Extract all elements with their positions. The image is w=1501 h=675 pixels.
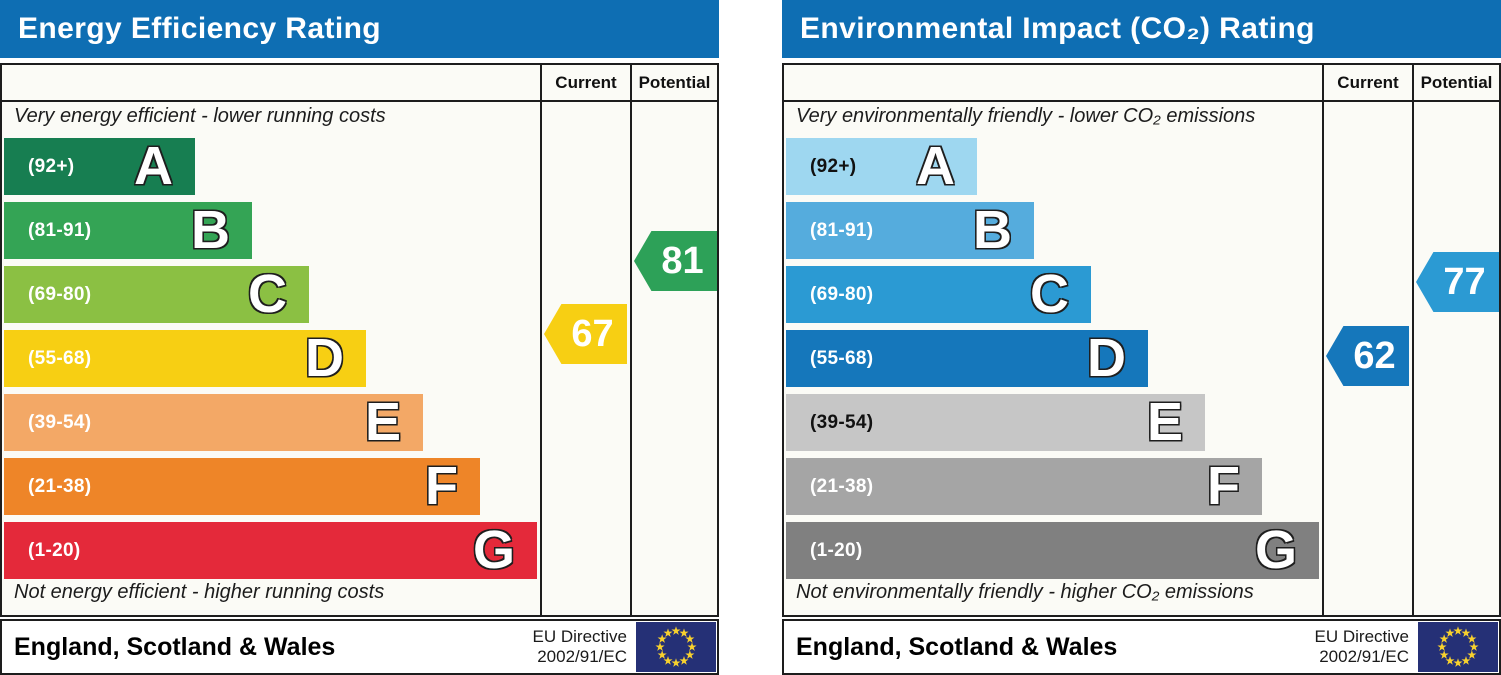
rating-band-g: (1-20) G — [4, 520, 537, 580]
column-header-current: Current — [1337, 72, 1399, 92]
band-range-label: (55-68) — [810, 347, 874, 369]
column-divider — [1412, 65, 1414, 615]
current-rating-value: 62 — [1353, 334, 1396, 377]
band-range-label: (69-80) — [28, 283, 92, 305]
header-row-divider — [784, 100, 1499, 102]
current-rating-value: 67 — [571, 312, 614, 355]
band-letter: F — [1206, 456, 1241, 516]
rating-chart: Current Potential Very environmentally f… — [782, 63, 1501, 617]
band-range-label: (39-54) — [810, 411, 874, 433]
potential-rating-value: 77 — [1443, 260, 1486, 303]
band-letter: B — [972, 200, 1013, 260]
band-letter: B — [190, 200, 231, 260]
band-range-label: (1-20) — [810, 539, 863, 561]
band-range-label: (92+) — [28, 155, 75, 177]
rating-band-e: (39-54) E — [4, 392, 423, 452]
band-range-label: (55-68) — [28, 347, 92, 369]
rating-band-d: (55-68) D — [786, 328, 1148, 388]
band-range-label: (69-80) — [810, 283, 874, 305]
band-letter: C — [247, 264, 288, 324]
epc-panel-energy: Energy Efficiency Rating Current Potenti… — [0, 0, 719, 675]
potential-rating-arrow: 81 — [634, 231, 717, 291]
band-range-label: (21-38) — [810, 475, 874, 497]
rating-band-e: (39-54) E — [786, 392, 1205, 452]
panel-title: Environmental Impact (CO₂) Rating — [782, 0, 1501, 58]
rating-chart: Current Potential Very energy efficient … — [0, 63, 719, 617]
column-divider — [540, 65, 542, 615]
eu-directive-label: EU Directive 2002/91/EC — [1314, 626, 1409, 666]
region-label: England, Scotland & Wales — [796, 632, 1118, 661]
epc-panel-co2: Environmental Impact (CO₂) Rating Curren… — [782, 0, 1501, 675]
rating-band-g: (1-20) G — [786, 520, 1319, 580]
band-letter: E — [1146, 392, 1184, 452]
rating-band-c: (69-80) C — [4, 264, 309, 324]
panel-footer: England, Scotland & Wales EU Directive 2… — [782, 619, 1501, 675]
rating-band-a: (92+) A — [4, 136, 195, 196]
band-letter: A — [133, 136, 174, 196]
eu-flag-icon — [1418, 622, 1498, 672]
band-range-label: (21-38) — [28, 475, 92, 497]
column-header-current: Current — [555, 72, 617, 92]
rating-band-b: (81-91) B — [4, 200, 252, 260]
region-label: England, Scotland & Wales — [14, 632, 336, 661]
column-divider — [630, 65, 632, 615]
bottom-caption: Not energy efficient - higher running co… — [14, 581, 385, 603]
potential-rating-value: 81 — [661, 239, 704, 282]
rating-bands: (92+) A (81-91) B (69-80) C (55-68) D (39-54) E (2… — [786, 136, 1319, 586]
current-rating-arrow: 67 — [544, 304, 627, 364]
band-range-label: (92+) — [810, 155, 857, 177]
rating-band-a: (92+) A — [786, 136, 977, 196]
potential-rating-arrow: 77 — [1416, 252, 1499, 312]
band-letter: G — [1254, 520, 1298, 580]
eu-flag-icon — [636, 622, 716, 672]
column-header-potential: Potential — [1420, 72, 1493, 92]
column-divider — [1322, 65, 1324, 615]
rating-band-b: (81-91) B — [786, 200, 1034, 260]
band-letter: D — [1086, 328, 1127, 388]
eu-directive-label: EU Directive 2002/91/EC — [532, 626, 627, 666]
header-row-divider — [2, 100, 717, 102]
band-range-label: (81-91) — [28, 219, 92, 241]
panel-title: Energy Efficiency Rating — [0, 0, 719, 58]
band-range-label: (81-91) — [810, 219, 874, 241]
rating-band-d: (55-68) D — [4, 328, 366, 388]
band-letter: D — [304, 328, 345, 388]
band-letter: G — [472, 520, 516, 580]
band-letter: A — [915, 136, 956, 196]
panel-footer: England, Scotland & Wales EU Directive 2… — [0, 619, 719, 675]
bottom-caption: Not environmentally friendly - higher CO… — [796, 581, 1254, 603]
band-range-label: (39-54) — [28, 411, 92, 433]
rating-band-f: (21-38) F — [4, 456, 480, 516]
top-caption: Very energy efficient - lower running co… — [14, 105, 386, 127]
current-rating-arrow: 62 — [1326, 326, 1409, 386]
rating-band-f: (21-38) F — [786, 456, 1262, 516]
column-header-potential: Potential — [638, 72, 711, 92]
band-range-label: (1-20) — [28, 539, 81, 561]
band-letter: C — [1029, 264, 1070, 324]
rating-bands: (92+) A (81-91) B (69-80) C (55-68) D (39-54) E (2… — [4, 136, 537, 586]
band-letter: F — [424, 456, 459, 516]
band-letter: E — [364, 392, 402, 452]
rating-band-c: (69-80) C — [786, 264, 1091, 324]
top-caption: Very environmentally friendly - lower CO… — [796, 105, 1256, 127]
